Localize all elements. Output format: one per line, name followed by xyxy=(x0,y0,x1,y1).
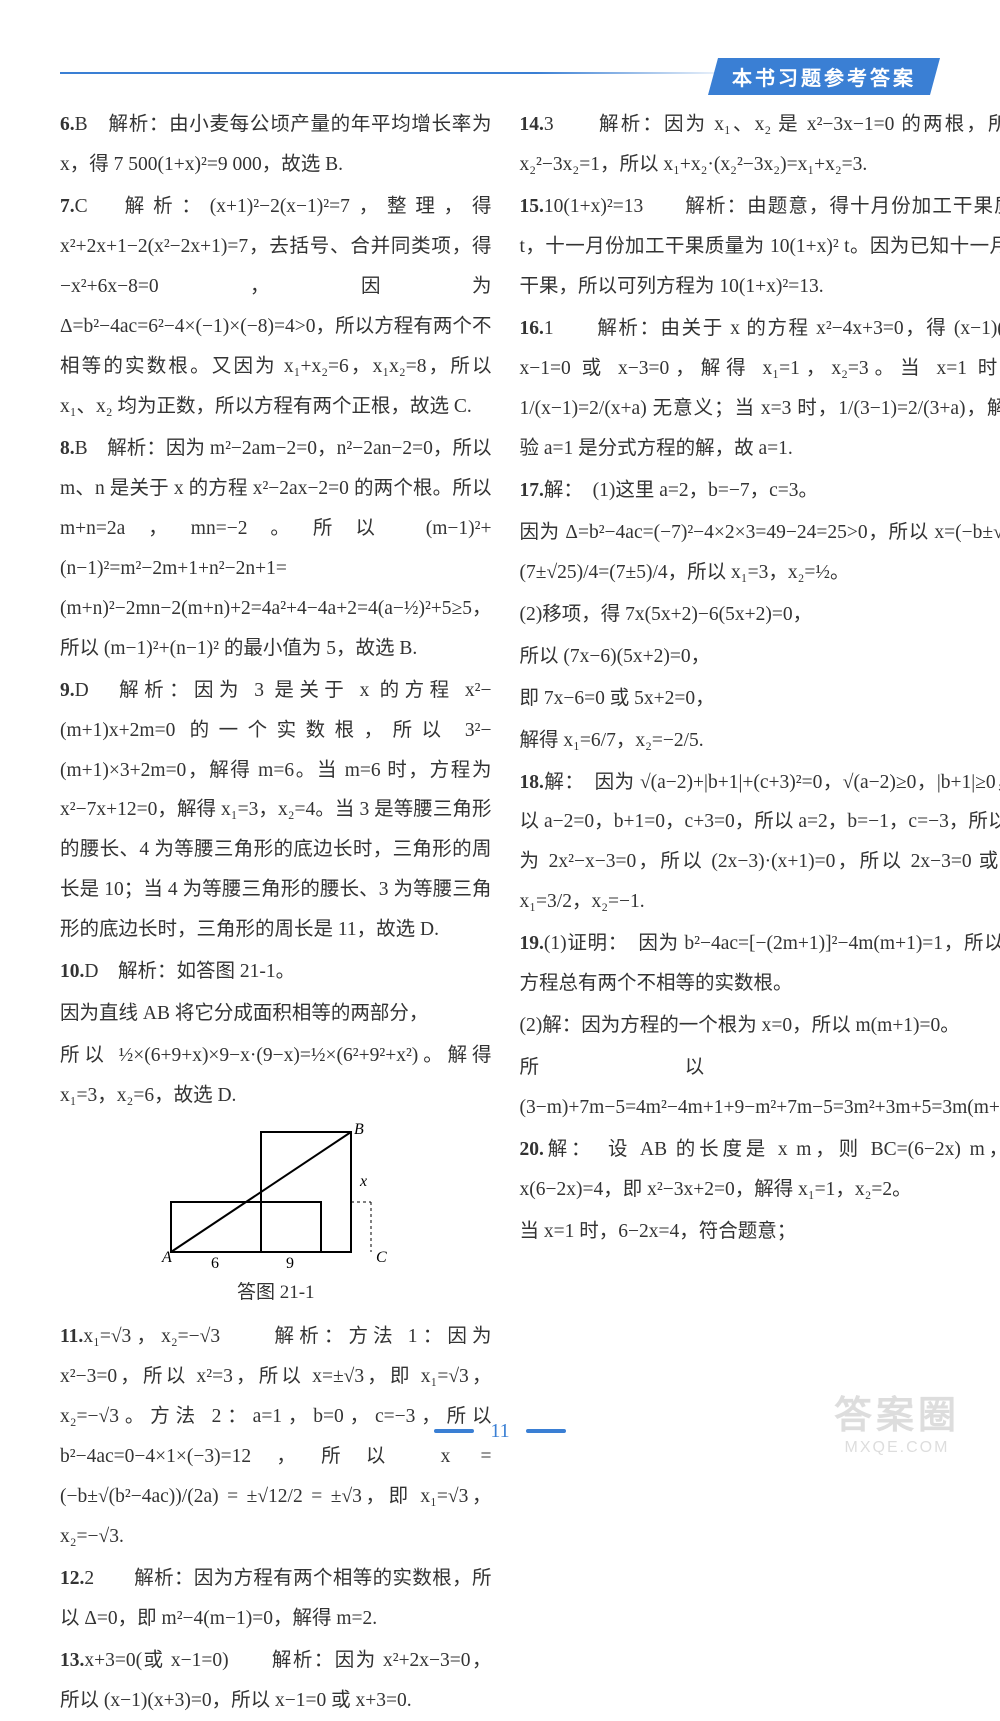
item-number: 15. xyxy=(520,196,544,217)
question-item: 所以 (7x−6)(5x+2)=0， xyxy=(520,637,1000,677)
item-text: 解析：(x+1)²−2(x−1)²=7，整理，得 x²+2x+1−2(x²−2x… xyxy=(60,196,492,417)
item-text: 解析：因为 m²−2am−2=0，n²−2an−2=0，所以 m、n 是关于 x… xyxy=(60,438,492,659)
figure-caption: 答图 21-1 xyxy=(237,1274,315,1313)
item-number: 10. xyxy=(60,961,84,982)
item-text: 解析：因为 3 是关于 x 的方程 x²−(m+1)x+2m=0 的一个实数根，… xyxy=(60,680,492,941)
item-answer: C xyxy=(75,196,88,217)
item-answer: D xyxy=(75,680,89,701)
svg-text:6: 6 xyxy=(211,1255,219,1272)
question-item: (2)移项，得 7x(5x+2)−6(5x+2)=0， xyxy=(520,595,1000,635)
item-text: 解得 x₁=6/7，x₂=−2/5. xyxy=(520,730,704,751)
item-answer: (1)证明： xyxy=(544,933,618,954)
question-item: 当 x=1 时，6−2x=4，符合题意； xyxy=(520,1212,1000,1252)
item-text: (2)解：因为方程的一个根为 x=0，所以 m(m+1)=0。 xyxy=(520,1015,960,1036)
item-answer: 1 xyxy=(544,318,554,339)
item-text: (1)这里 a=2，b=−7，c=3。 xyxy=(573,480,818,501)
question-item: 13.x+3=0(或 x−1=0) 解析：因为 x²+2x−3=0，所以 (x−… xyxy=(60,1641,492,1721)
item-answer: B xyxy=(75,114,88,135)
item-number: 18. xyxy=(520,772,544,793)
item-answer: x+3=0(或 x−1=0) xyxy=(84,1650,228,1671)
item-answer: 解： xyxy=(544,772,575,793)
item-text: 解析：由关于 x 的方程 x²−4x+3=0，得 (x−1)(x−3)=0，所以… xyxy=(520,318,1000,459)
question-item: 解得 x₁=6/7，x₂=−2/5. xyxy=(520,721,1000,761)
item-number: 20. xyxy=(520,1139,544,1160)
left-column: 6.B 解析：由小麦每公顷产量的年平均增长率为 x，得 7 500(1+x)²=… xyxy=(60,105,492,1401)
item-number: 6. xyxy=(60,114,75,135)
header-banner: 本书习题参考答案 xyxy=(708,58,940,95)
question-item: 8.B 解析：因为 m²−2am−2=0，n²−2an−2=0，所以 m、n 是… xyxy=(60,429,492,669)
item-number: 9. xyxy=(60,680,75,701)
watermark-top: 答案圈 xyxy=(812,1384,982,1439)
question-item: 16.1 解析：由关于 x 的方程 x²−4x+3=0，得 (x−1)(x−3)… xyxy=(520,309,1000,469)
watermark-bottom: MXQE.COM xyxy=(812,1439,982,1457)
item-text: 解析：由小麦每公顷产量的年平均增长率为 x，得 7 500(1+x)²=9 00… xyxy=(60,114,492,175)
question-item: 因为 Δ=b²−4ac=(−7)²−4×2×3=49−24=25>0，所以 x=… xyxy=(520,513,1000,593)
question-item: 14.3 解析：因为 x₁、x₂ 是 x²−3x−1=0 的两根，所以 x₁+x… xyxy=(520,105,1000,185)
item-text: 即 7x−6=0 或 5x+2=0， xyxy=(520,688,715,709)
svg-text:B: B xyxy=(354,1122,364,1138)
item-text: 所以 (7x−6)(5x+2)=0， xyxy=(520,646,711,667)
item-answer: x₁=√3，x₂=−√3 xyxy=(83,1326,220,1347)
item-answer: B xyxy=(75,438,88,459)
svg-text:C: C xyxy=(376,1249,387,1266)
item-answer: 2 xyxy=(84,1568,94,1589)
question-item: 所以 (2m−1)²+(3+m)(3−m)+7m−5=4m²−4m+1+9−m²… xyxy=(520,1048,1000,1128)
item-text: 所以 ½×(6+9+x)×9−x·(9−x)=½×(6²+9²+x²)。解得 x… xyxy=(60,1045,492,1106)
item-number: 7. xyxy=(60,196,75,217)
item-text: 因为直线 AB 将它分成面积相等的两部分， xyxy=(60,1003,428,1024)
question-item: 15.10(1+x)²=13 解析：由题意，得十月份加工干果质量为 10(1+x… xyxy=(520,187,1000,307)
question-item: 17.解： (1)这里 a=2，b=−7，c=3。 xyxy=(520,471,1000,511)
item-text: 当 x=1 时，6−2x=4，符合题意； xyxy=(520,1221,797,1242)
item-number: 11. xyxy=(60,1326,83,1347)
item-answer: 解： xyxy=(544,480,573,501)
question-item: 20.解： 设 AB 的长度是 x m，则 BC=(6−2x) m，由题意，得 … xyxy=(520,1130,1000,1210)
item-number: 14. xyxy=(520,114,544,135)
question-item: 因为直线 AB 将它分成面积相等的两部分， xyxy=(60,994,492,1034)
item-number: 13. xyxy=(60,1650,84,1671)
item-text: 解析：如答图 21-1。 xyxy=(98,961,295,982)
page-number: 11 xyxy=(478,1420,521,1443)
figure-21-1: A B Cx 6 9 答图 21-1 xyxy=(60,1122,492,1313)
item-number: 12. xyxy=(60,1568,84,1589)
question-item: 10.D 解析：如答图 21-1。 xyxy=(60,952,492,992)
item-text: (2)移项，得 7x(5x+2)−6(5x+2)=0， xyxy=(520,604,813,625)
item-number: 17. xyxy=(520,480,544,501)
item-answer: 解： xyxy=(544,1139,585,1160)
ornament-right xyxy=(526,1429,566,1437)
svg-text:9: 9 xyxy=(286,1255,294,1272)
svg-text:A: A xyxy=(161,1249,172,1266)
question-item: (2)解：因为方程的一个根为 x=0，所以 m(m+1)=0。 xyxy=(520,1006,1000,1046)
question-item: 19.(1)证明： 因为 b²−4ac=[−(2m+1)]²−4m(m+1)=1… xyxy=(520,924,1000,1004)
item-text: 所以 (2m−1)²+(3+m)(3−m)+7m−5=4m²−4m+1+9−m²… xyxy=(520,1057,1000,1118)
item-answer: 3 xyxy=(544,114,554,135)
item-answer: 10(1+x)²=13 xyxy=(544,196,643,217)
item-text: 解析：因为方程有两个相等的实数根，所以 Δ=0，即 m²−4(m−1)=0，解得… xyxy=(60,1568,492,1629)
question-item: 18.解： 因为 √(a−2)+|b+1|+(c+3)²=0，√(a−2)≥0，… xyxy=(520,763,1000,923)
question-item: 12.2 解析：因为方程有两个相等的实数根，所以 Δ=0，即 m²−4(m−1)… xyxy=(60,1559,492,1639)
page-header: 本书习题参考答案 xyxy=(60,58,940,86)
item-text: 解析：因为 x₁、x₂ 是 x²−3x−1=0 的两根，所以 x₁+x₂=3，x… xyxy=(520,114,1000,175)
ornament-left xyxy=(434,1429,474,1437)
question-item: 9.D 解析：因为 3 是关于 x 的方程 x²−(m+1)x+2m=0 的一个… xyxy=(60,671,492,951)
question-item: 所以 ½×(6+9+x)×9−x·(9−x)=½×(6²+9²+x²)。解得 x… xyxy=(60,1036,492,1116)
item-number: 16. xyxy=(520,318,544,339)
item-text: 因为 Δ=b²−4ac=(−7)²−4×2×3=49−24=25>0，所以 x=… xyxy=(520,522,1000,583)
item-number: 19. xyxy=(520,933,544,954)
question-item: 6.B 解析：由小麦每公顷产量的年平均增长率为 x，得 7 500(1+x)²=… xyxy=(60,105,492,185)
item-answer: D xyxy=(84,961,98,982)
content-area: 6.B 解析：由小麦每公顷产量的年平均增长率为 x，得 7 500(1+x)²=… xyxy=(60,105,940,1401)
item-text: 设 AB 的长度是 x m，则 BC=(6−2x) m，由题意，得 x(6−2x… xyxy=(520,1139,1000,1200)
watermark: 答案圈 MXQE.COM xyxy=(812,1384,982,1457)
header-rule xyxy=(60,72,740,74)
question-item: 7.C 解析：(x+1)²−2(x−1)²=7，整理，得 x²+2x+1−2(x… xyxy=(60,187,492,427)
item-number: 8. xyxy=(60,438,75,459)
right-column: 14.3 解析：因为 x₁、x₂ 是 x²−3x−1=0 的两根，所以 x₁+x… xyxy=(520,105,1000,1401)
question-item: 即 7x−6=0 或 5x+2=0， xyxy=(520,679,1000,719)
svg-text:x: x xyxy=(359,1173,367,1190)
item-text: 因为 √(a−2)+|b+1|+(c+3)²=0，√(a−2)≥0，|b+1|≥… xyxy=(520,772,1000,913)
